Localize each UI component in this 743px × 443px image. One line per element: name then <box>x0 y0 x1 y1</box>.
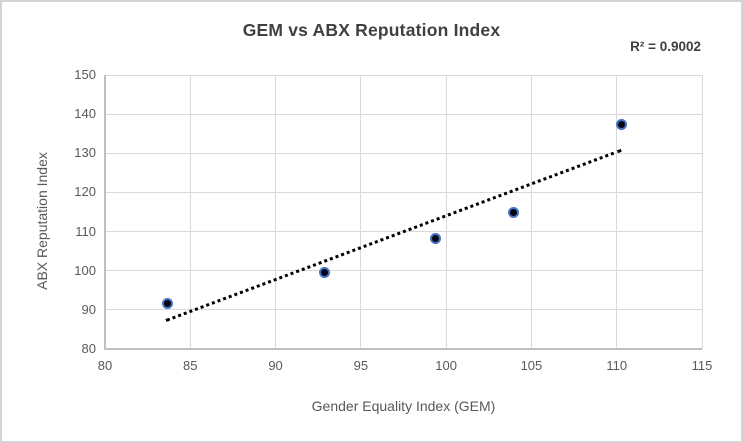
x-axis-title: Gender Equality Index (GEM) <box>311 398 496 414</box>
y-axis-title: ABX Reputation Index <box>34 152 50 290</box>
gridline-vertical <box>701 75 703 349</box>
y-tick-label: 100 <box>74 262 96 278</box>
gridline-vertical <box>445 75 447 349</box>
y-tick-label: 90 <box>81 301 96 317</box>
y-axis-line <box>104 75 106 349</box>
data-point[interactable] <box>429 233 441 245</box>
data-point[interactable] <box>162 297 174 309</box>
x-tick-label: 115 <box>691 358 713 373</box>
x-tick-label: 85 <box>183 358 198 373</box>
r-squared-annotation: R² = 0.9002 <box>630 39 701 54</box>
y-tick-label: 110 <box>75 223 96 239</box>
plot-area: 80 85 90 95 100 105 110 115 80 90 100 110 120 130 140 1… <box>74 67 712 373</box>
gridline-vertical <box>360 75 362 349</box>
gridline-vertical <box>189 75 191 349</box>
y-tick-label: 80 <box>81 341 96 356</box>
gridline-vertical <box>616 75 618 349</box>
chart-title: GEM vs ABX Reputation Index <box>242 20 501 40</box>
gridline-horizontal <box>105 152 702 154</box>
y-tick-label: 120 <box>74 184 96 200</box>
x-tick-label: 100 <box>435 358 457 373</box>
data-point[interactable] <box>615 118 627 130</box>
y-tick-label: 140 <box>74 106 96 122</box>
y-tick-label: 150 <box>74 67 96 82</box>
x-tick-label: 110 <box>606 358 628 373</box>
x-tick-label: 95 <box>353 358 369 373</box>
gridline-horizontal <box>105 191 702 193</box>
y-tick-label: 130 <box>74 145 96 161</box>
gridline-vertical <box>275 75 277 349</box>
data-point[interactable] <box>508 207 520 219</box>
trendline[interactable] <box>165 149 623 323</box>
gridline-horizontal <box>105 309 702 311</box>
x-tick-label: 90 <box>268 358 283 373</box>
data-point[interactable] <box>319 266 331 278</box>
gridline-vertical <box>530 75 532 349</box>
x-tick-label: 105 <box>520 358 543 373</box>
x-axis-line <box>104 348 702 350</box>
gridline-horizontal <box>105 270 702 272</box>
gridline-horizontal <box>105 113 702 115</box>
gridline-horizontal <box>105 74 702 76</box>
gridline-horizontal <box>105 231 702 233</box>
x-tick-label: 80 <box>97 358 113 373</box>
